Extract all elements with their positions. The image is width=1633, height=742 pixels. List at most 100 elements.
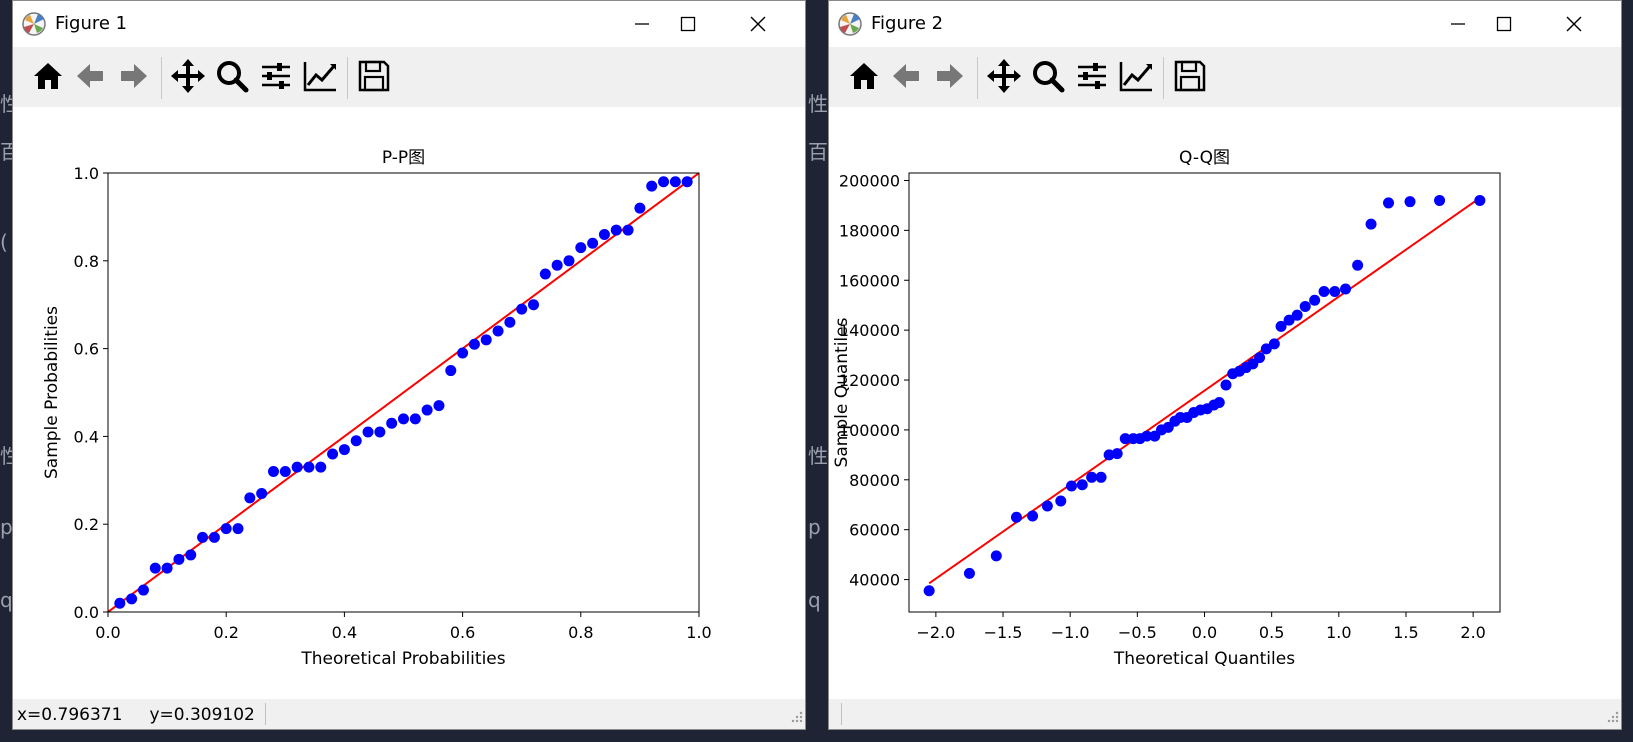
data-point — [1260, 343, 1272, 355]
maximize-button[interactable] — [665, 1, 711, 47]
data-point — [445, 365, 457, 377]
data-point — [126, 593, 138, 605]
data-point — [185, 549, 197, 561]
data-point — [990, 550, 1002, 562]
data-point — [1474, 194, 1486, 206]
close-button[interactable] — [735, 1, 781, 47]
subplots-icon — [1078, 63, 1106, 89]
maximize-icon — [1496, 16, 1512, 32]
data-point — [161, 562, 173, 574]
data-point — [963, 567, 975, 579]
home-button[interactable] — [843, 55, 885, 97]
data-point — [114, 597, 126, 609]
minimize-button[interactable] — [1435, 1, 1481, 47]
close-button[interactable] — [1551, 1, 1597, 47]
data-point — [646, 180, 658, 192]
pan-button[interactable] — [167, 55, 209, 97]
resize-grip-icon — [791, 711, 803, 723]
resize-grip[interactable] — [1607, 708, 1619, 727]
x-tick-label: 0.8 — [568, 623, 593, 642]
zoom-button[interactable] — [211, 55, 253, 97]
data-point — [256, 487, 268, 499]
data-point — [338, 444, 350, 456]
y-tick-label: 0.6 — [74, 340, 99, 359]
y-tick-label: 40000 — [849, 571, 900, 590]
minimize-icon — [1451, 23, 1465, 25]
y-tick-label: 160000 — [839, 271, 900, 290]
chart-title: Q-Q图 — [1179, 148, 1230, 168]
subplots-button[interactable] — [255, 55, 297, 97]
y-axis-label: Sample Quantiles — [832, 317, 852, 467]
x-tick-label: 1.0 — [686, 623, 711, 642]
figure-canvas[interactable]: 0.0 0.2 0.4 0.6 0.8 1.0 0.0 0.2 0.4 0.6 0.8 1.0 P-P图… — [13, 107, 805, 699]
data-point — [468, 338, 480, 350]
title-bar[interactable]: Figure 1 — [13, 1, 805, 47]
data-point — [1111, 448, 1123, 460]
background-fragment: 性 — [808, 92, 828, 116]
background-fragment: p — [0, 515, 13, 539]
y-tick-label: 0.4 — [74, 427, 99, 446]
data-point — [149, 562, 161, 574]
home-icon — [34, 63, 62, 89]
data-point — [1254, 352, 1266, 364]
data-point — [1340, 283, 1352, 295]
save-button[interactable] — [1169, 55, 1211, 97]
edit-axes-icon — [1119, 62, 1152, 92]
data-point — [669, 176, 681, 188]
back-button[interactable] — [69, 55, 111, 97]
back-button[interactable] — [885, 55, 927, 97]
x-tick-label: 1.5 — [1393, 623, 1418, 642]
y-tick-label: 140000 — [839, 321, 900, 340]
pp-plot[interactable]: 0.0 0.2 0.4 0.6 0.8 1.0 0.0 0.2 0.4 0.6 0.8 1.0 P-P图… — [13, 107, 805, 699]
data-point — [1010, 511, 1022, 523]
data-point — [1086, 471, 1098, 483]
toolbar-separator — [161, 57, 162, 99]
maximize-button[interactable] — [1481, 1, 1527, 47]
data-point — [315, 461, 327, 473]
zoom-icon — [1033, 61, 1065, 93]
save-button[interactable] — [353, 55, 395, 97]
data-point — [563, 255, 575, 267]
y-tick-label: 200000 — [839, 171, 900, 190]
axes-frame — [908, 172, 1501, 613]
forward-button[interactable] — [929, 55, 971, 97]
data-point — [421, 404, 433, 416]
pan-icon — [987, 59, 1021, 93]
data-point — [457, 347, 469, 359]
zoom-button[interactable] — [1027, 55, 1069, 97]
y-tick-label: 0.2 — [74, 515, 99, 534]
reference-line — [108, 173, 699, 612]
back-arrow-icon — [77, 64, 103, 88]
home-button[interactable] — [27, 55, 69, 97]
forward-button[interactable] — [113, 55, 155, 97]
qq-plot[interactable]: −2.0 −1.5 −1.0 −0.5 0.0 0.5 1.0 1.5 2.0 40000 6000… — [829, 107, 1621, 699]
y-tick-label: 0.0 — [74, 603, 99, 622]
reference-line — [928, 197, 1481, 585]
data-point — [1066, 480, 1078, 492]
data-point — [173, 553, 185, 565]
subplots-icon — [262, 63, 290, 89]
figure-canvas[interactable]: −2.0 −1.5 −1.0 −0.5 0.0 0.5 1.0 1.5 2.0 40000 6000… — [829, 107, 1621, 699]
edit-axes-button[interactable] — [299, 55, 341, 97]
data-point — [587, 237, 599, 249]
subplots-button[interactable] — [1071, 55, 1113, 97]
edit-axes-icon — [303, 62, 336, 92]
resize-grip[interactable] — [791, 708, 803, 727]
data-point — [1283, 314, 1295, 326]
pan-button[interactable] — [983, 55, 1025, 97]
status-separator — [841, 703, 842, 725]
data-point — [398, 413, 409, 425]
data-point — [279, 466, 291, 478]
toolbar-separator — [347, 57, 348, 99]
status-bar — [829, 699, 1621, 729]
background-fragment: 性 — [808, 444, 828, 468]
minimize-button[interactable] — [619, 1, 665, 47]
x-tick-label: 0.0 — [1192, 623, 1217, 642]
navigation-toolbar — [13, 47, 805, 107]
x-tick-label: 0.0 — [95, 623, 120, 642]
data-point — [1434, 194, 1446, 206]
save-icon — [1174, 60, 1206, 92]
title-bar[interactable]: Figure 2 — [829, 1, 1621, 47]
edit-axes-button[interactable] — [1115, 55, 1157, 97]
axes-frame — [107, 172, 700, 613]
